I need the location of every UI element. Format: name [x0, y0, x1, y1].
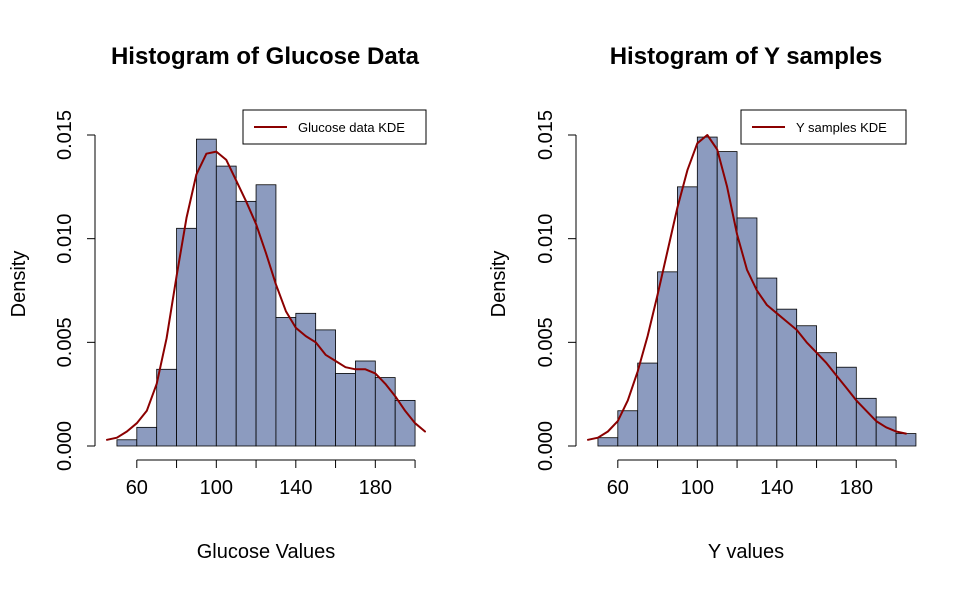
- bars: [597, 136, 917, 447]
- x-axis: 60 100 140 180: [126, 459, 416, 499]
- histogram-bar: [796, 325, 817, 447]
- kde-line-group: [587, 134, 907, 441]
- histogram-bar: [696, 136, 718, 447]
- histogram-bar: [637, 362, 658, 447]
- y-tick-label: 0.005: [535, 317, 557, 367]
- y-axis-label: Density: [8, 251, 30, 318]
- histogram-bar: [136, 426, 158, 447]
- x-axis-label: Glucose Values: [197, 541, 336, 563]
- y-tick-label: 0.015: [54, 110, 76, 160]
- y-axis: 0.000 0.005 0.010 0.015: [535, 110, 577, 471]
- histogram-bar: [275, 317, 297, 447]
- histogram-bar: [875, 416, 897, 447]
- histogram-bar: [295, 312, 317, 447]
- y-tick-label: 0.000: [535, 421, 557, 471]
- x-tick-label: 60: [607, 477, 629, 499]
- x-tick-label: 100: [200, 477, 233, 499]
- histogram-bar: [255, 184, 277, 447]
- histogram-bar: [895, 433, 917, 447]
- histogram-bar: [215, 165, 237, 447]
- bars: [116, 138, 416, 447]
- histogram-bar: [736, 217, 758, 447]
- histogram-bar: [116, 439, 138, 447]
- x-axis: 60 100 140 180: [607, 459, 897, 499]
- y-tick-label: 0.010: [54, 214, 76, 264]
- histogram-bar: [235, 200, 257, 447]
- y-tick-label: 0.000: [54, 421, 76, 471]
- histogram-bar: [855, 397, 877, 447]
- panel-glucose: Histogram of Glucose Data Glucose Values…: [8, 43, 427, 563]
- x-tick-label: 140: [279, 477, 312, 499]
- x-tick-label: 100: [681, 477, 714, 499]
- x-tick-label: 180: [359, 477, 392, 499]
- histogram-bar: [394, 399, 416, 447]
- y-tick-label: 0.010: [535, 214, 557, 264]
- chart-title: Histogram of Glucose Data: [111, 43, 420, 70]
- histogram-bar: [355, 360, 376, 447]
- histogram-bar: [776, 308, 798, 447]
- kde-line: [106, 150, 426, 441]
- histogram-bar: [657, 271, 678, 447]
- legend-label: Glucose data KDE: [298, 120, 405, 135]
- histogram-bar: [374, 377, 396, 447]
- chart-title: Histogram of Y samples: [610, 43, 883, 70]
- histogram-bar: [816, 352, 837, 447]
- kde-line: [587, 134, 907, 441]
- x-tick-label: 180: [840, 477, 873, 499]
- histogram-bar: [716, 151, 738, 447]
- panel-y-samples: Histogram of Y samples Y values Density …: [488, 43, 917, 563]
- legend: Glucose data KDE: [242, 109, 427, 145]
- x-axis-label: Y values: [708, 541, 784, 563]
- y-axis: 0.000 0.005 0.010 0.015: [54, 110, 96, 471]
- legend: Y samples KDE: [740, 109, 907, 145]
- histogram-bar: [156, 368, 177, 447]
- legend-box: [740, 109, 907, 145]
- histogram-bar: [677, 186, 698, 447]
- y-axis-label: Density: [488, 251, 510, 318]
- histogram-bar: [196, 138, 217, 447]
- histogram-bar: [597, 437, 619, 447]
- y-tick-label: 0.015: [535, 110, 557, 160]
- kde-line-group: [106, 150, 426, 441]
- histogram-bar: [335, 373, 356, 447]
- legend-label: Y samples KDE: [796, 120, 887, 135]
- x-tick-label: 60: [126, 477, 148, 499]
- x-tick-label: 140: [760, 477, 793, 499]
- y-tick-label: 0.005: [54, 317, 76, 367]
